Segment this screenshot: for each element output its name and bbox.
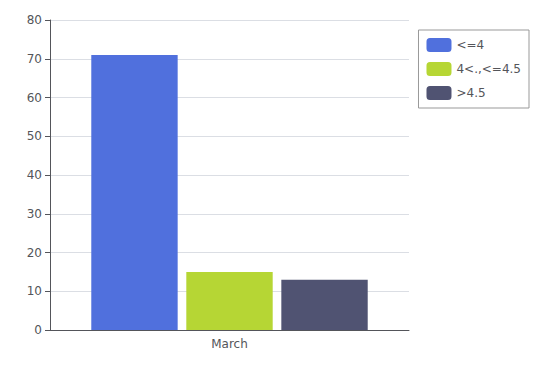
svg-text:40: 40 bbox=[27, 168, 42, 182]
svg-text:20: 20 bbox=[27, 246, 42, 260]
svg-text:70: 70 bbox=[27, 52, 42, 66]
svg-text:60: 60 bbox=[27, 91, 42, 105]
svg-text:4<.,<=4.5: 4<.,<=4.5 bbox=[456, 62, 521, 76]
svg-text:>4.5: >4.5 bbox=[456, 86, 485, 100]
svg-text:March: March bbox=[211, 337, 248, 351]
svg-text:0: 0 bbox=[34, 323, 42, 337]
svg-text:<=4: <=4 bbox=[456, 38, 484, 52]
svg-text:50: 50 bbox=[27, 129, 42, 143]
svg-text:80: 80 bbox=[27, 13, 42, 27]
svg-text:10: 10 bbox=[27, 284, 42, 298]
svg-text:30: 30 bbox=[27, 207, 42, 221]
